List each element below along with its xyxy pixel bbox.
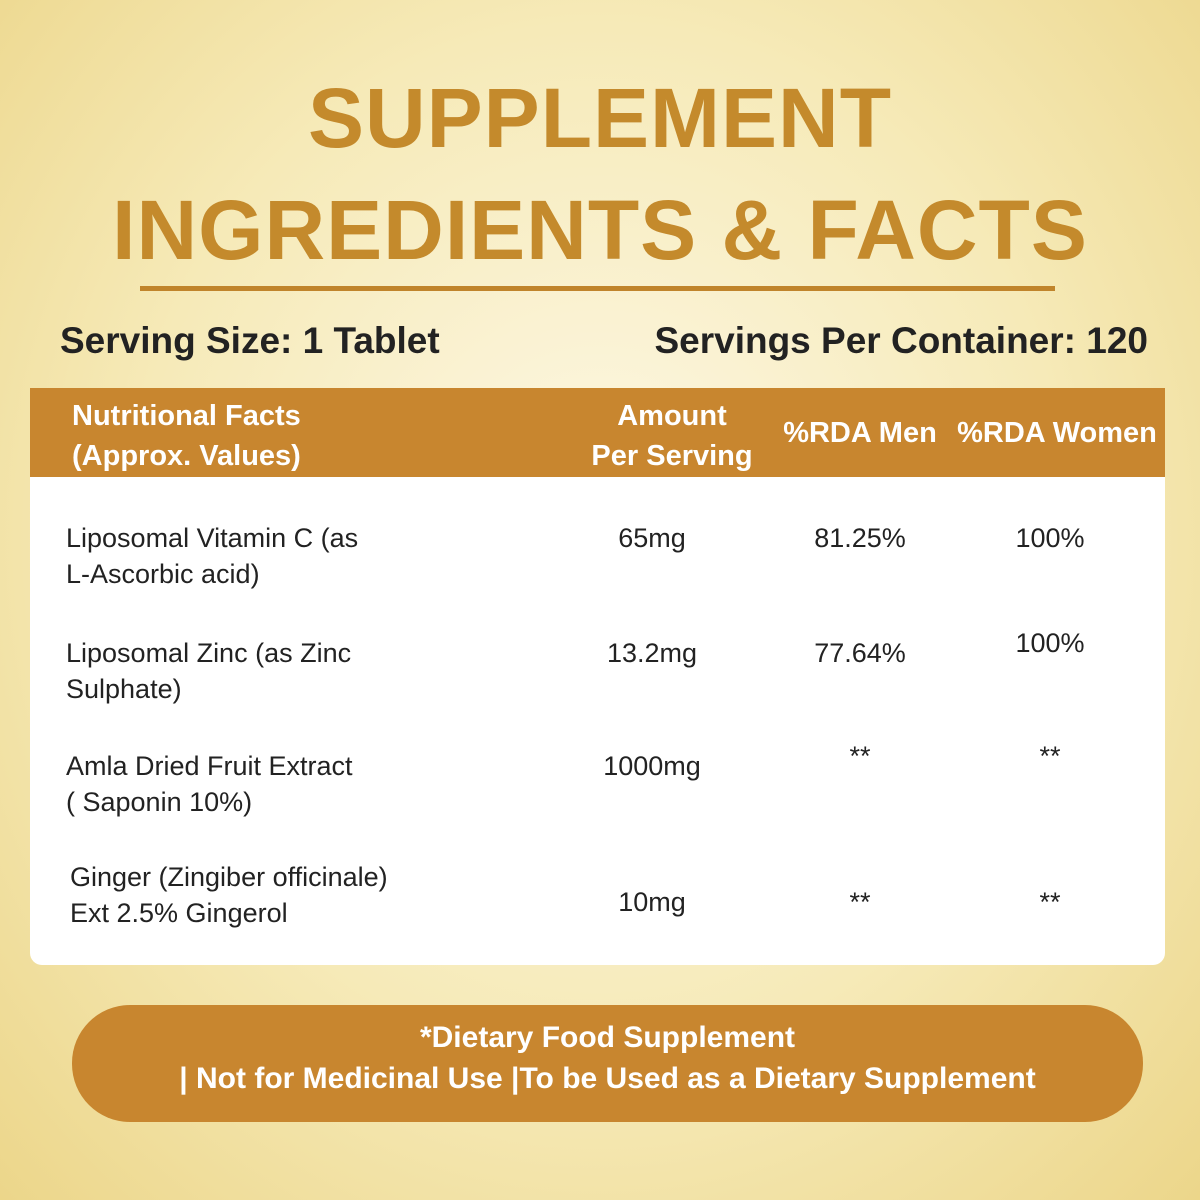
ingredient-name: Liposomal Zinc (as Zinc <box>66 638 352 668</box>
cell: ** <box>849 741 871 771</box>
ingredient-name: L-Ascorbic acid) <box>66 559 260 589</box>
title-line: INGREDIENTS & FACTS <box>112 183 1088 277</box>
footer: *Dietary Food Supplement | Not for Medic… <box>72 1005 1143 1122</box>
ingredient-name: Sulphate) <box>66 674 182 704</box>
cell: 100% <box>1015 523 1085 553</box>
column-header: %RDA Men <box>783 417 937 449</box>
cell: 1000mg <box>603 751 701 781</box>
cell: ** <box>1039 887 1061 917</box>
cell: ** <box>849 887 871 917</box>
column-header: Per Serving <box>591 440 753 472</box>
cell: 100% <box>1015 628 1085 658</box>
column-header: (Approx. Values) <box>72 440 301 472</box>
cell: 77.64% <box>814 638 906 668</box>
column-header: %RDA Women <box>957 417 1157 449</box>
table-body: Liposomal Vitamin C (as L-Ascorbic acid) 6… <box>30 477 1165 965</box>
footer-line: | Not for Medicinal Use |To be Used as a… <box>179 1062 1036 1095</box>
footer-line: *Dietary Food Supplement <box>419 1021 796 1054</box>
serving-size: Serving Size: 1 Tablet <box>60 320 440 361</box>
column-header: Nutritional Facts <box>72 400 301 432</box>
cell: 10mg <box>618 887 686 917</box>
column-header: Amount <box>617 400 727 432</box>
cell: ** <box>1039 741 1061 771</box>
ingredient-name: ( Saponin 10%) <box>66 787 253 817</box>
title-line: SUPPLEMENT <box>307 71 893 165</box>
ingredient-name: Amla Dried Fruit Extract <box>66 751 353 781</box>
ingredient-name: Ginger (Zingiber officinale) <box>70 862 388 892</box>
rule <box>140 286 1055 291</box>
cell: 13.2mg <box>606 638 698 668</box>
ingredient-name: Liposomal Vitamin C (as <box>66 523 359 553</box>
cell: 81.25% <box>814 523 906 553</box>
table-header: Nutritional Facts (Approx. Values) Amount P… <box>30 388 1165 477</box>
cell: 65mg <box>618 523 686 553</box>
servings-per-container: Servings Per Container: 120 <box>654 320 1148 361</box>
ingredient-name: Ext 2.5% Gingerol <box>70 898 288 928</box>
